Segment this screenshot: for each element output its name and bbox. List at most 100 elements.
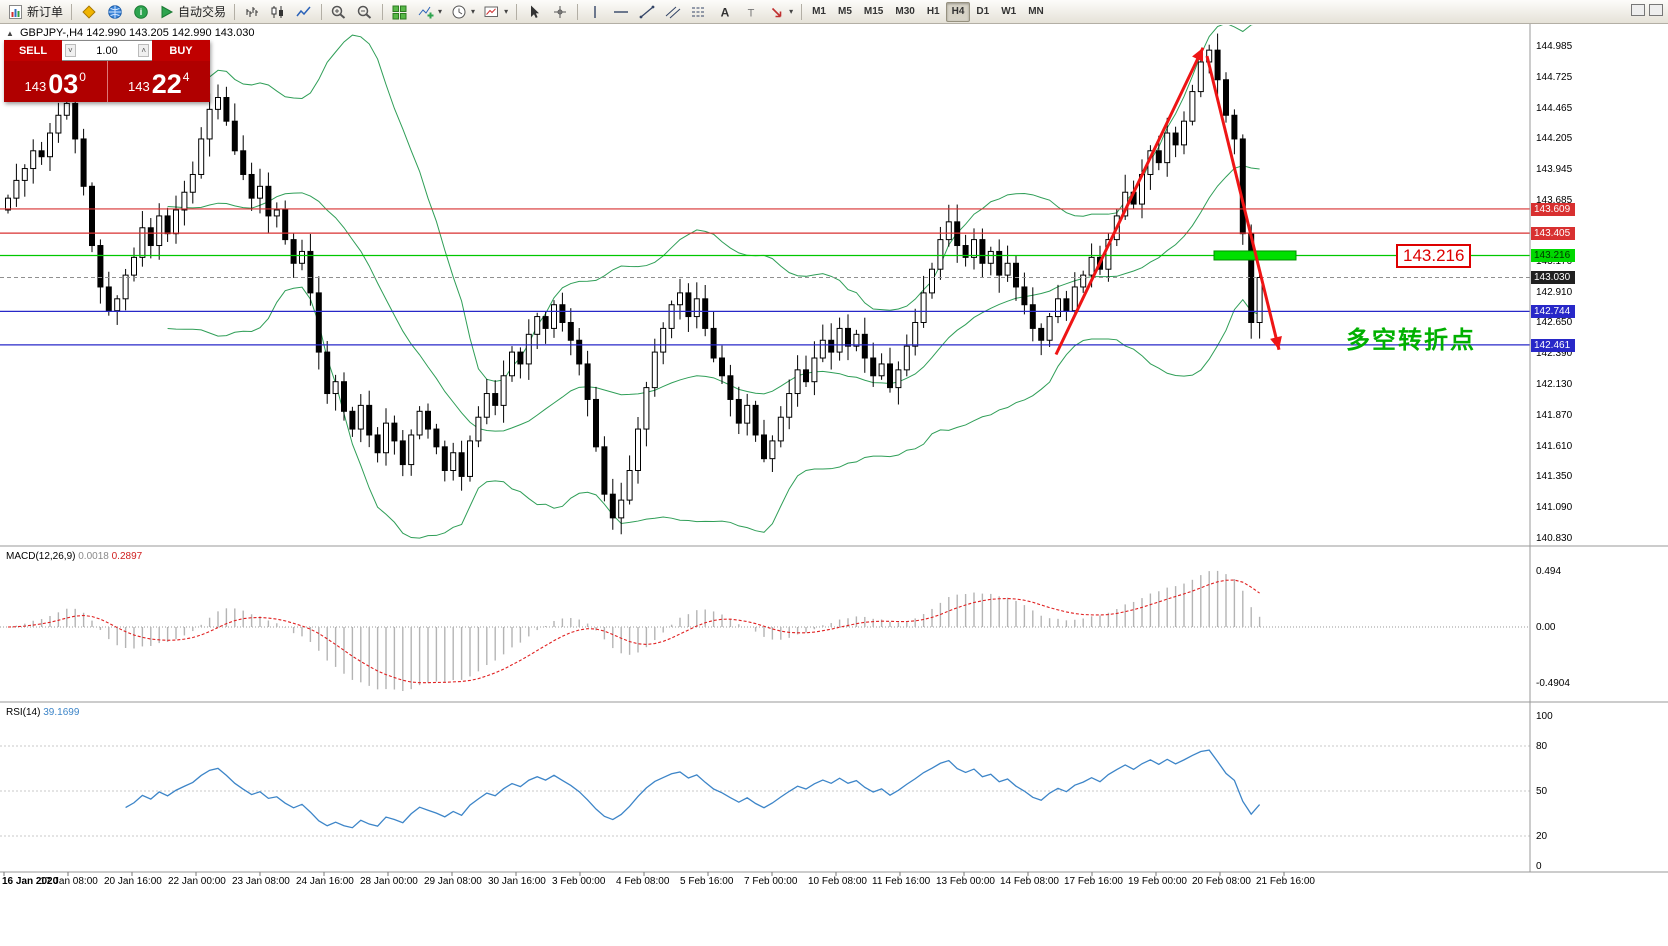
- price-tag-142.744: 142.744: [1531, 305, 1575, 319]
- timeframe-m15-button[interactable]: M15: [863, 6, 884, 17]
- price-axis-label: 143.685: [1536, 194, 1573, 206]
- price-axis-label: 141.350: [1536, 471, 1573, 483]
- time-axis-label: 11 Feb 16:00: [872, 876, 931, 887]
- buy-button[interactable]: BUY: [152, 40, 210, 61]
- rsi-axis-label: 50: [1536, 786, 1548, 797]
- chart-gear-icon: [484, 6, 499, 17]
- price-axis-label: 141.090: [1536, 502, 1573, 514]
- vline-icon: [594, 5, 596, 18]
- zoom-out-icon: [357, 5, 372, 19]
- hline-icon: [614, 10, 629, 13]
- zoom-out-button[interactable]: [352, 2, 378, 22]
- cursor-icon: [531, 5, 540, 18]
- macd-name: MACD(12,26,9): [6, 551, 76, 562]
- tile-windows-button[interactable]: [387, 2, 413, 22]
- macd-signal-value: 0.2897: [111, 551, 143, 562]
- timeframe-m30-button[interactable]: M30: [895, 6, 915, 17]
- sell-price-prefix: 143: [24, 79, 47, 94]
- lot-size-input[interactable]: ˅ 1.00 ˄: [62, 40, 152, 61]
- info-icon: i: [134, 4, 148, 19]
- rsi-axis-label: 20: [1536, 831, 1548, 842]
- tiles-icon: [392, 5, 407, 19]
- metaquotes-button[interactable]: [76, 2, 102, 22]
- price-axis-label: 140.830: [1536, 533, 1573, 544]
- price-axis-label: 142.910: [1536, 286, 1573, 298]
- price-callout-label: 143.216: [1396, 244, 1472, 268]
- time-axis-label: 16 Jan 2020: [2, 876, 59, 887]
- zoom-in-button[interactable]: [326, 2, 352, 22]
- close-window-icon[interactable]: [1649, 4, 1663, 16]
- textA-icon: A: [721, 5, 730, 19]
- templates-button[interactable]: ▾: [479, 2, 512, 22]
- rsi-axis-label: 80: [1536, 741, 1548, 752]
- toolbar-separator: [321, 3, 323, 20]
- channel-button[interactable]: [660, 2, 686, 22]
- time-axis-label: 4 Feb 08:00: [616, 876, 670, 887]
- autotrading-button[interactable]: 自动交易: [154, 2, 230, 22]
- crosshair-button[interactable]: [547, 2, 573, 22]
- toolbar-separator: [801, 3, 803, 20]
- timeframe-w1-button[interactable]: W1: [1001, 6, 1017, 17]
- price-axis-label: 144.465: [1536, 102, 1573, 114]
- lot-size-value[interactable]: 1.00: [96, 44, 118, 57]
- labelT-icon: T: [748, 7, 755, 19]
- lot-decrease-button[interactable]: ˅: [65, 44, 76, 57]
- indicators-button[interactable]: ▾: [413, 2, 446, 22]
- text-button[interactable]: A: [712, 2, 738, 22]
- restore-window-icon[interactable]: [1631, 4, 1645, 16]
- arrows-button[interactable]: ▾: [764, 2, 797, 22]
- toolbar-separator: [516, 3, 518, 20]
- timeframe-d1-button[interactable]: D1: [976, 6, 990, 17]
- price-axis-label: 142.650: [1536, 317, 1573, 329]
- cursor-button[interactable]: [521, 2, 547, 22]
- time-axis-label: 20 Jan 16:00: [104, 876, 162, 887]
- price-axis-label: 143.945: [1536, 164, 1573, 176]
- time-axis-label: 20 Feb 08:00: [1192, 876, 1251, 887]
- line-icon: [296, 6, 311, 16]
- price-axis-label: 142.390: [1536, 348, 1573, 360]
- horizontal-line-button[interactable]: [608, 2, 634, 22]
- line-chart-button[interactable]: [291, 2, 317, 22]
- collapse-panel-icon[interactable]: ▲: [6, 29, 14, 38]
- vertical-line-button[interactable]: [582, 2, 608, 22]
- turning-point-note: 多空转折点: [1346, 327, 1476, 354]
- rsi-value: 39.1699: [43, 707, 80, 718]
- help-button[interactable]: i: [128, 2, 154, 22]
- buy-price-main: 22: [151, 69, 182, 99]
- community-button[interactable]: [102, 2, 128, 22]
- price-tag-142.461: 142.461: [1531, 338, 1575, 352]
- one-click-trade-panel: SELL ˅ 1.00 ˄ BUY 143 03 0 143 22 4: [4, 40, 210, 102]
- rsi-name: RSI(14): [6, 707, 41, 718]
- sell-button[interactable]: SELL: [4, 40, 62, 61]
- buy-price[interactable]: 143 22 4: [108, 61, 211, 102]
- price-axis-label: 141.870: [1536, 409, 1573, 421]
- timeframe-mn-button[interactable]: MN: [1028, 6, 1044, 17]
- price-axis-label: 141.610: [1536, 440, 1573, 452]
- macd-axis-label: 0.00: [1536, 622, 1556, 633]
- label-button[interactable]: T: [738, 2, 764, 22]
- macd-axis-label: 0.494: [1536, 565, 1562, 577]
- symbol-name: GBPJPY-,H4: [19, 27, 84, 39]
- time-axis-label: 24 Jan 16:00: [296, 876, 354, 887]
- toolbar-separator: [234, 3, 236, 20]
- trendline-button[interactable]: [634, 2, 660, 22]
- lot-increase-button[interactable]: ˄: [138, 44, 149, 57]
- sell-price[interactable]: 143 03 0: [4, 61, 107, 102]
- periods-button[interactable]: ▾: [446, 2, 479, 22]
- timeframe-h4-button[interactable]: H4: [945, 1, 971, 22]
- play-icon: [161, 5, 174, 18]
- fibonacci-button[interactable]: [686, 2, 712, 22]
- time-axis-label: 13 Feb 00:00: [936, 876, 995, 887]
- candles-icon: [271, 5, 284, 18]
- time-axis-label: 5 Feb 16:00: [680, 876, 734, 887]
- timeframe-m5-button[interactable]: M5: [838, 6, 852, 17]
- timeframe-h1-button[interactable]: H1: [926, 6, 940, 17]
- candlestick-chart-button[interactable]: [265, 2, 291, 22]
- timeframe-m1-button[interactable]: M1: [812, 6, 826, 17]
- new-order-button[interactable]: 新订单: [3, 2, 67, 22]
- time-axis-label: 17 Feb 16:00: [1064, 876, 1123, 887]
- time-axis-label: 29 Jan 08:00: [424, 876, 482, 887]
- toolbar-separator: [577, 3, 579, 20]
- bar-chart-button[interactable]: [239, 2, 265, 22]
